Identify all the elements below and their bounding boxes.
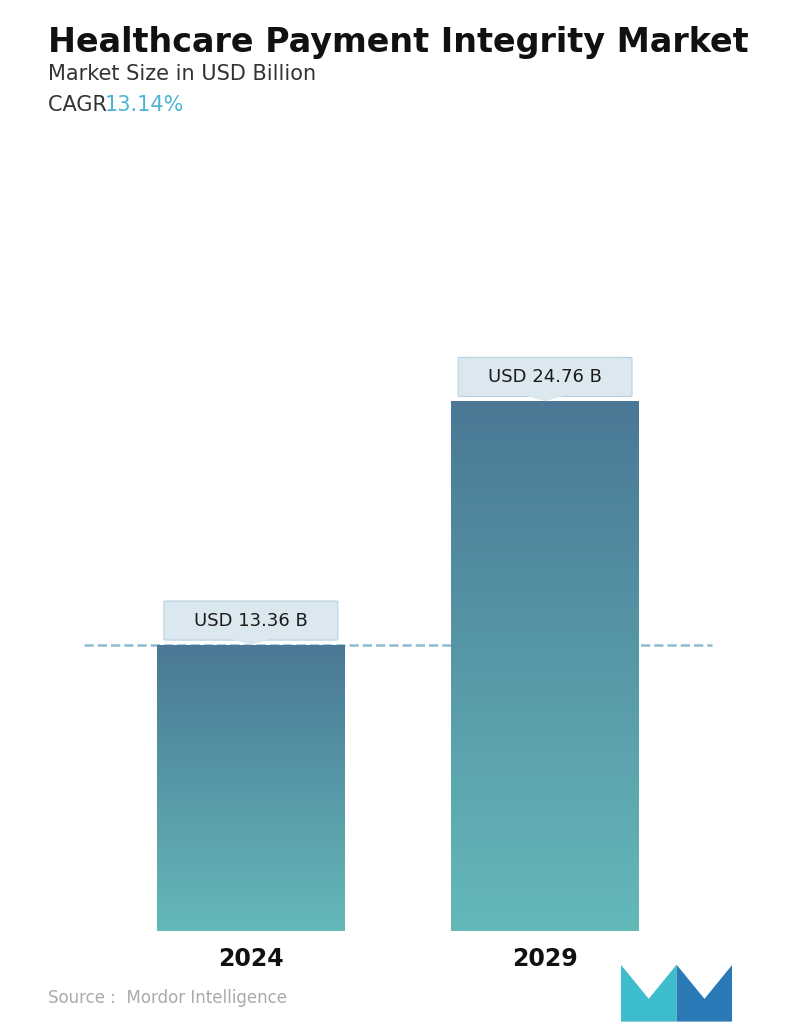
FancyBboxPatch shape	[458, 358, 632, 396]
Text: USD 24.76 B: USD 24.76 B	[488, 368, 602, 386]
Polygon shape	[677, 965, 732, 1022]
Text: Healthcare Payment Integrity Market: Healthcare Payment Integrity Market	[48, 26, 748, 59]
Polygon shape	[529, 396, 562, 400]
Text: Source :  Mordor Intelligence: Source : Mordor Intelligence	[48, 990, 287, 1007]
Polygon shape	[621, 965, 677, 1022]
Text: 13.14%: 13.14%	[105, 95, 185, 115]
Text: CAGR: CAGR	[48, 95, 120, 115]
Polygon shape	[234, 639, 267, 644]
Text: USD 13.36 B: USD 13.36 B	[194, 611, 308, 630]
FancyBboxPatch shape	[164, 601, 338, 640]
Text: Market Size in USD Billion: Market Size in USD Billion	[48, 64, 316, 84]
